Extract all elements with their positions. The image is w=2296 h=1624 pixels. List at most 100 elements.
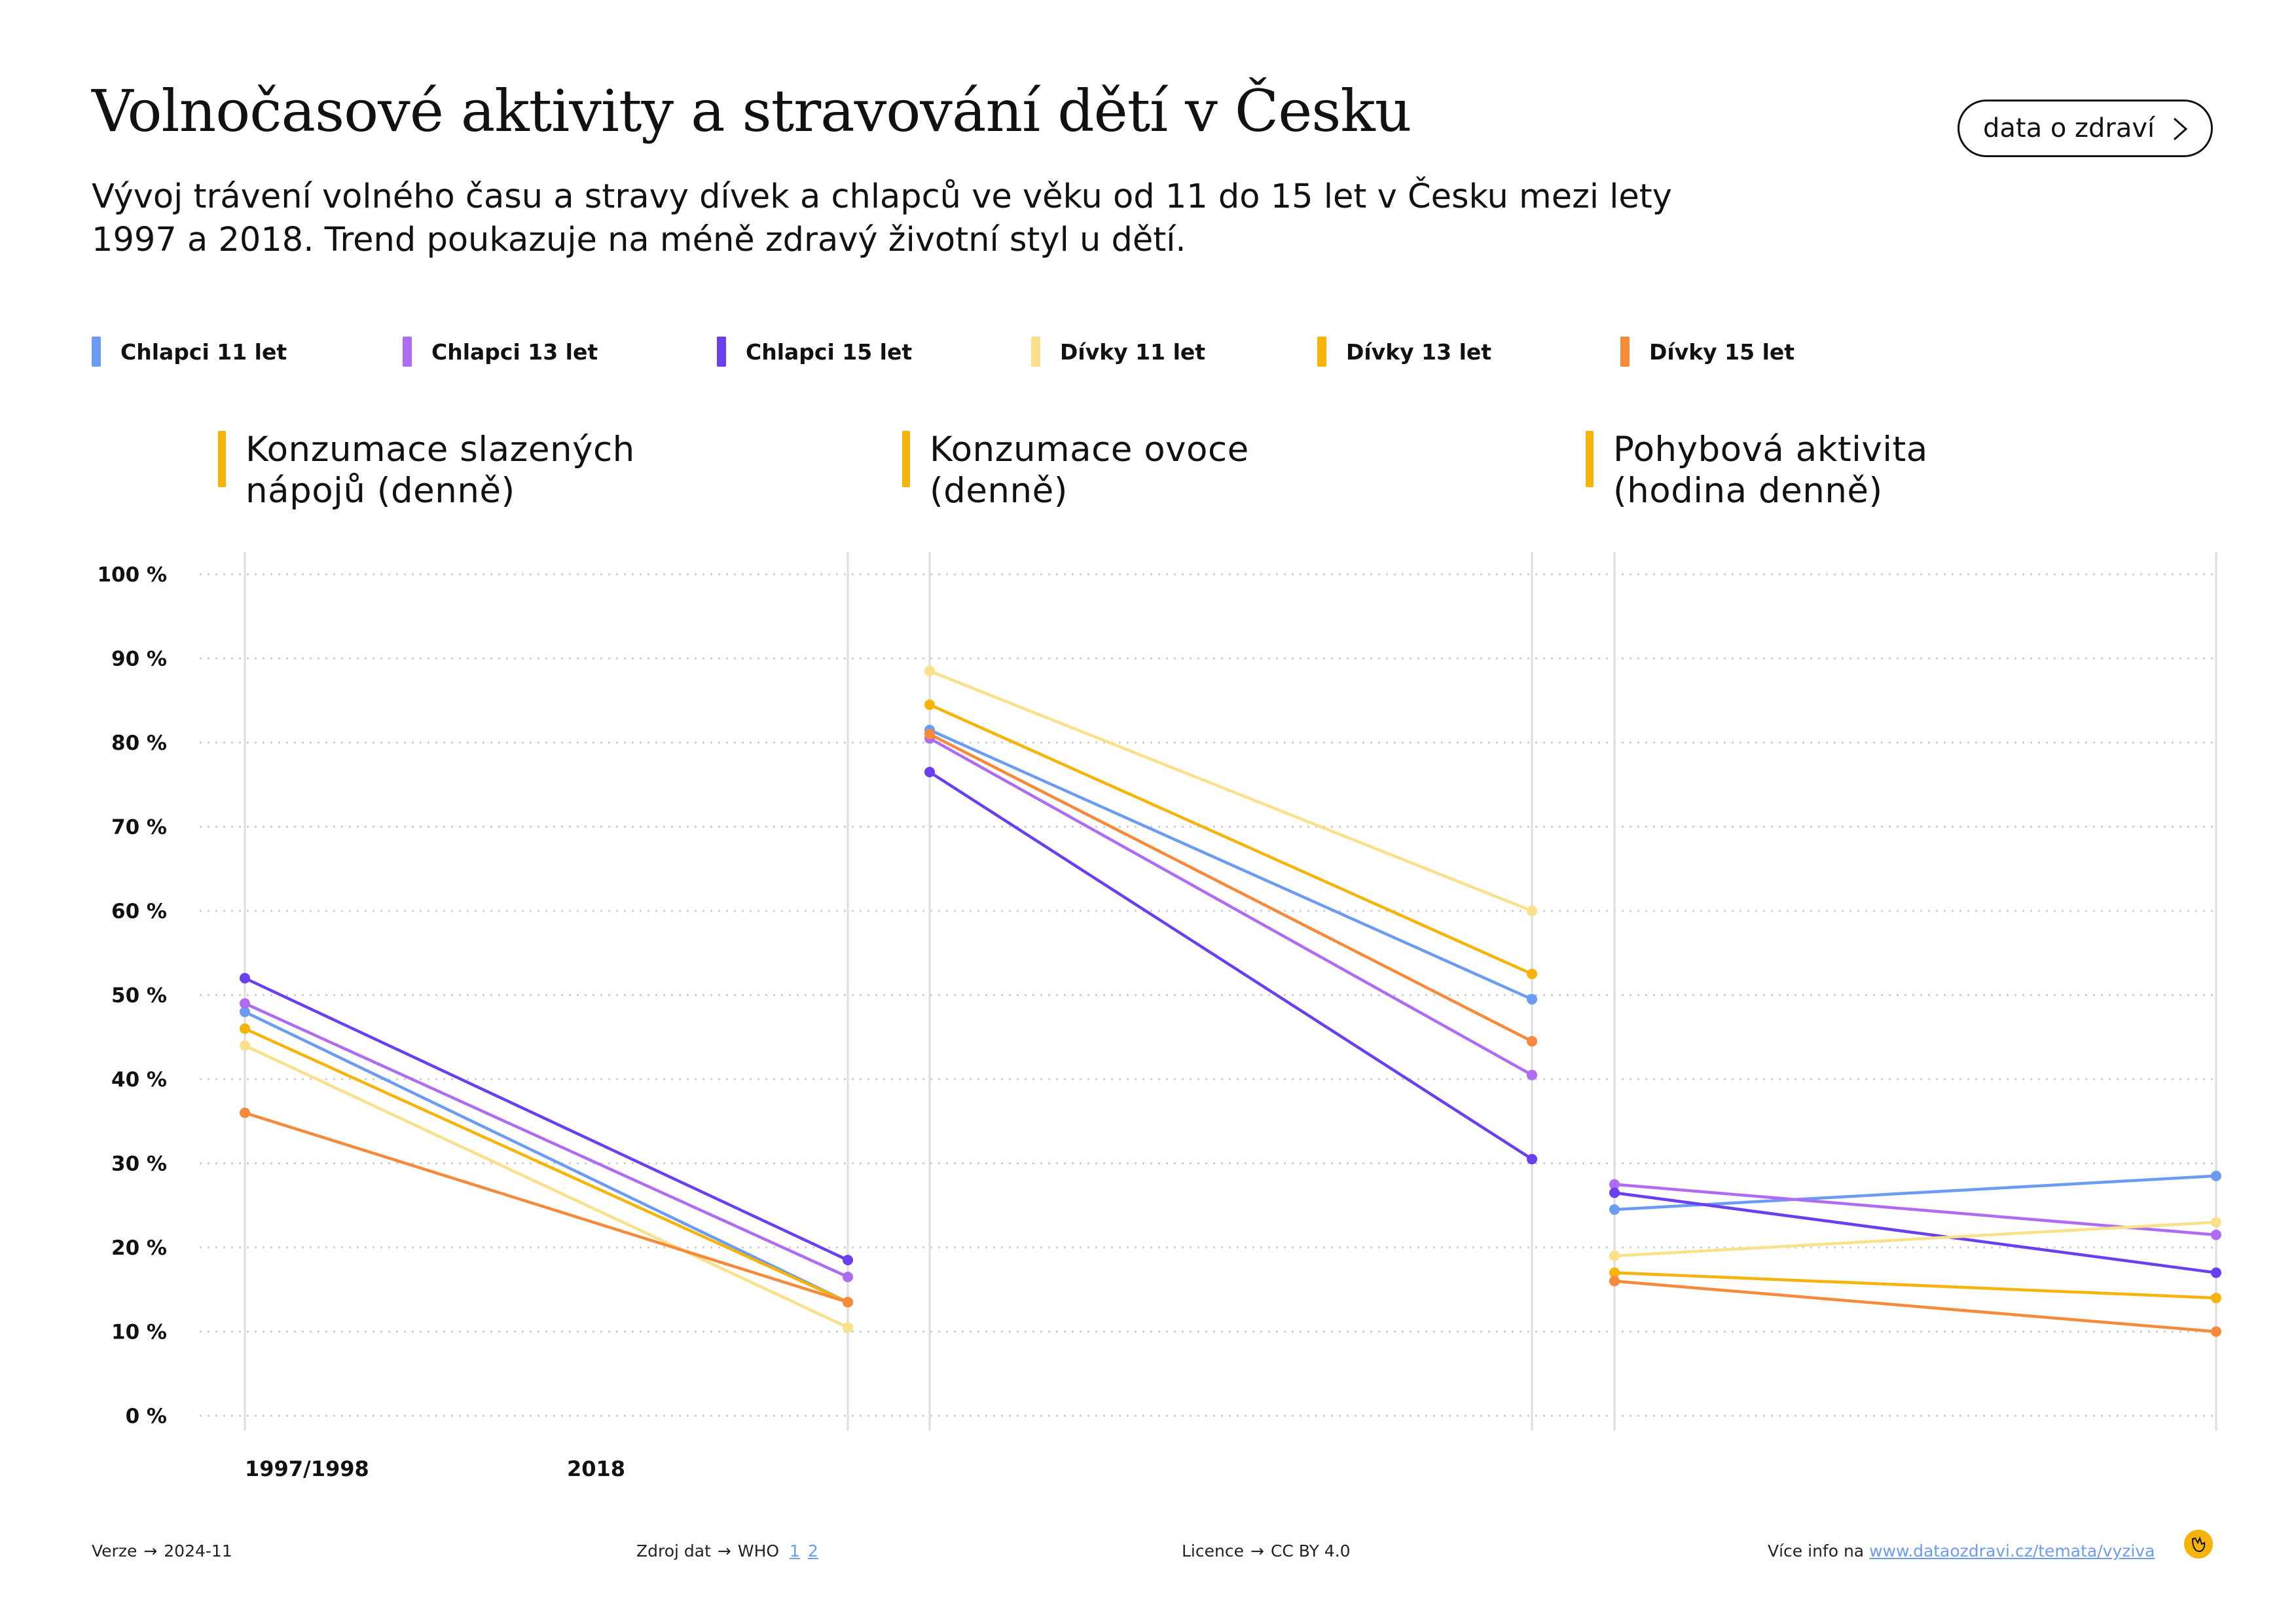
legend-item-divky-13: Dívky 13 let xyxy=(1317,335,1491,368)
data-point xyxy=(2211,1267,2221,1278)
legend: Chlapci 11 let Chlapci 13 let Chlapci 15… xyxy=(92,335,2219,368)
series-line xyxy=(244,1002,848,1279)
data-point xyxy=(2211,1170,2221,1181)
panel-title-line-1: Konzumace slazených xyxy=(246,430,635,470)
y-tick-label: 30 % xyxy=(111,1153,167,1176)
y-tick-label: 0 % xyxy=(126,1405,167,1428)
footer-more-info: Více info na www.dataozdravi.cz/temata/v… xyxy=(1768,1541,2155,1560)
legend-label: Dívky 13 let xyxy=(1346,339,1492,365)
legend-item-divky-15: Dívky 15 let xyxy=(1620,335,1795,368)
legend-item-chlapci-13: Chlapci 13 let xyxy=(403,335,598,368)
series-line xyxy=(244,1027,848,1304)
arrow-icon: → xyxy=(717,1541,731,1560)
series-line xyxy=(928,737,1533,1077)
page-title: Volnočasové aktivity a stravování dětí v… xyxy=(92,77,1412,145)
y-tick-label: 20 % xyxy=(111,1236,167,1260)
source-link-1[interactable]: 1 xyxy=(790,1541,800,1560)
footer-version: Verze → 2024-11 xyxy=(92,1541,232,1560)
data-point xyxy=(843,1271,853,1282)
data-point xyxy=(1609,1179,1620,1190)
data-point xyxy=(2211,1326,2221,1337)
y-tick-label: 100 % xyxy=(97,563,167,587)
y-tick-label: 80 % xyxy=(111,731,167,755)
data-point xyxy=(240,1023,250,1034)
legend-label: Chlapci 11 let xyxy=(120,339,287,365)
data-point xyxy=(240,1006,250,1018)
x-tick-label: 1997/1998 xyxy=(245,1456,369,1481)
license-label: Licence xyxy=(1182,1541,1244,1560)
data-point xyxy=(1527,993,1537,1005)
legend-item-divky-11: Dívky 11 let xyxy=(1031,335,1205,368)
series-line xyxy=(929,669,1533,913)
data-point xyxy=(843,1255,853,1266)
legend-swatch xyxy=(1317,337,1326,367)
subtitle-line-1: Vývoj trávení volného času a stravy díve… xyxy=(92,177,1672,216)
panel-title-line-2: (denně) xyxy=(930,471,1068,511)
data-o-zdravi-label: data o zdraví xyxy=(1983,113,2155,143)
chevron-right-icon xyxy=(2174,117,2188,141)
data-point xyxy=(240,998,250,1009)
more-info-link[interactable]: www.dataozdravi.cz/temata/vyziva xyxy=(1869,1541,2155,1560)
series-line xyxy=(244,976,848,1262)
subtitle-line-2: 1997 a 2018. Trend poukazuje na méně zdr… xyxy=(92,221,1186,259)
footer-license: Licence → CC BY 4.0 xyxy=(1182,1541,1351,1560)
legend-swatch xyxy=(1031,337,1040,367)
data-point xyxy=(2211,1229,2221,1240)
legend-item-chlapci-15: Chlapci 15 let xyxy=(717,335,912,368)
data-point xyxy=(1609,1204,1620,1215)
data-point xyxy=(2211,1293,2221,1304)
panel-title-line-2: nápojů (denně) xyxy=(246,471,515,511)
data-point xyxy=(843,1322,853,1333)
data-point xyxy=(1527,1154,1537,1165)
data-point xyxy=(924,729,935,740)
data-point xyxy=(1609,1267,1620,1278)
data-point xyxy=(1527,906,1537,916)
legend-swatch xyxy=(1620,337,1630,367)
panel-title-marker xyxy=(218,431,226,487)
data-point xyxy=(924,766,935,777)
version-label: Verze xyxy=(92,1541,137,1560)
series-line xyxy=(1614,1191,2217,1274)
data-point xyxy=(1527,1069,1537,1080)
source-value: WHO xyxy=(737,1541,780,1560)
legend-swatch xyxy=(92,337,101,367)
y-tick-label: 70 % xyxy=(111,816,167,840)
series-line xyxy=(928,733,1533,1043)
panel-title-line-1: Pohybová aktivita xyxy=(1613,430,1928,470)
data-point xyxy=(2211,1217,2221,1228)
legend-swatch xyxy=(717,337,726,367)
data-point xyxy=(924,699,935,710)
series-line xyxy=(244,1111,848,1304)
panel-title-pohybova-aktivita: Pohybová aktivita (hodina denně) xyxy=(1586,429,2071,511)
legend-swatch xyxy=(403,337,412,367)
panel-title-marker xyxy=(902,431,910,487)
panel-title-line-1: Konzumace ovoce xyxy=(930,430,1249,470)
data-point xyxy=(1609,1276,1620,1287)
data-point xyxy=(1527,1036,1537,1047)
legend-label: Chlapci 15 let xyxy=(746,339,913,365)
data-point xyxy=(240,1040,250,1051)
y-tick-label: 40 % xyxy=(111,1068,167,1092)
data-point xyxy=(240,972,250,984)
data-point xyxy=(1609,1250,1620,1261)
panel-title-line-2: (hodina denně) xyxy=(1613,471,1883,511)
source-label: Zdroj dat xyxy=(636,1541,711,1560)
panel-title-marker xyxy=(1586,431,1594,487)
data-point xyxy=(1609,1187,1620,1198)
y-tick-label: 90 % xyxy=(111,648,167,671)
panel-title-ovoce: Konzumace ovoce (denně) xyxy=(902,429,1388,511)
footer-source: Zdroj dat → WHO 1 2 xyxy=(636,1541,818,1560)
source-link-2[interactable]: 2 xyxy=(807,1541,818,1560)
data-point xyxy=(843,1297,853,1308)
y-tick-label: 10 % xyxy=(111,1321,167,1344)
data-point xyxy=(1527,969,1537,980)
legend-label: Chlapci 13 let xyxy=(431,339,598,365)
y-tick-label: 50 % xyxy=(111,984,167,1008)
dataozdravi-logo-icon xyxy=(2184,1530,2213,1559)
data-point xyxy=(240,1107,250,1118)
series-line xyxy=(929,728,1533,1001)
version-value: 2024-11 xyxy=(164,1541,232,1560)
data-o-zdravi-button[interactable]: data o zdraví xyxy=(1958,100,2213,157)
data-point xyxy=(924,665,935,676)
license-value: CC BY 4.0 xyxy=(1270,1541,1351,1560)
